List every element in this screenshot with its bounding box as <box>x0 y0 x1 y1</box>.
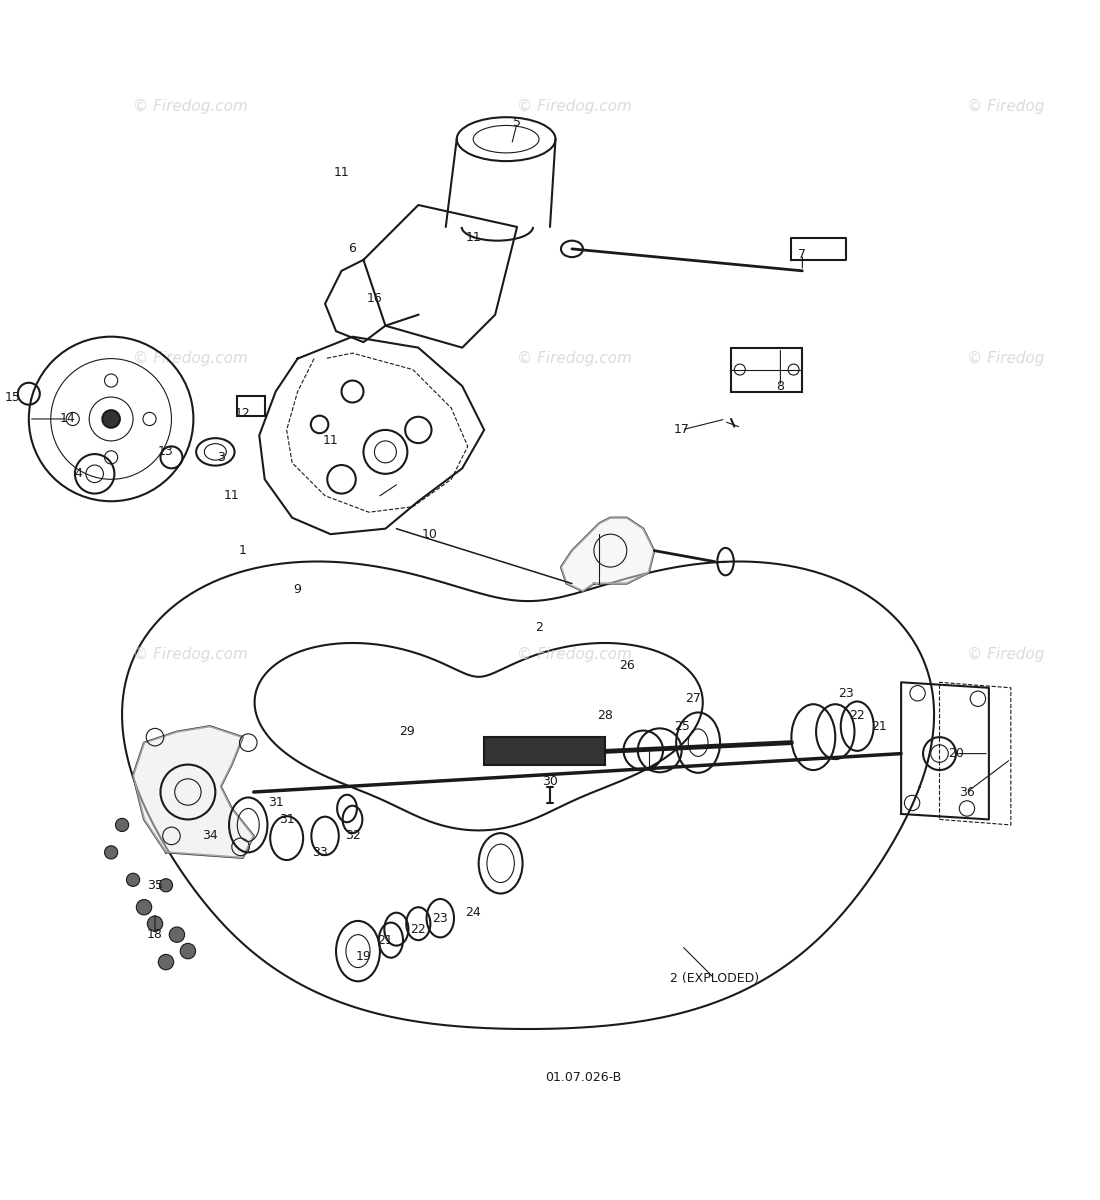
Text: 9: 9 <box>294 582 301 595</box>
Polygon shape <box>133 726 254 858</box>
Text: 22: 22 <box>849 709 865 721</box>
Text: © Firedog.com: © Firedog.com <box>133 98 248 114</box>
Text: 7: 7 <box>799 248 806 260</box>
Text: 2: 2 <box>535 620 543 634</box>
Text: 10: 10 <box>421 528 437 541</box>
Text: © Firedog: © Firedog <box>967 98 1044 114</box>
Text: 31: 31 <box>267 797 284 810</box>
Circle shape <box>102 410 120 427</box>
Text: 11: 11 <box>465 232 481 245</box>
Text: 15: 15 <box>4 390 20 403</box>
Text: © Firedog.com: © Firedog.com <box>133 647 248 662</box>
Circle shape <box>126 874 140 887</box>
Circle shape <box>136 900 152 914</box>
Text: 11: 11 <box>322 434 339 448</box>
Text: 2 (EXPLODED): 2 (EXPLODED) <box>670 972 759 985</box>
Text: 30: 30 <box>542 774 558 787</box>
Circle shape <box>147 916 163 931</box>
Text: 14: 14 <box>59 413 75 426</box>
Text: 31: 31 <box>278 812 295 826</box>
Text: 36: 36 <box>959 786 975 798</box>
Text: 21: 21 <box>871 720 887 733</box>
Text: © Firedog: © Firedog <box>967 647 1044 662</box>
Text: 33: 33 <box>311 846 328 859</box>
Text: 8: 8 <box>777 379 784 392</box>
Text: 17: 17 <box>673 424 690 437</box>
Text: 1: 1 <box>239 544 246 557</box>
Circle shape <box>180 943 196 959</box>
Text: 23: 23 <box>838 686 854 700</box>
Text: 5: 5 <box>513 116 521 130</box>
Text: © Firedog: © Firedog <box>967 352 1044 366</box>
Text: 11: 11 <box>224 490 240 503</box>
Text: 26: 26 <box>619 659 635 672</box>
Text: 19: 19 <box>355 950 372 964</box>
Text: 21: 21 <box>377 934 394 947</box>
Circle shape <box>158 954 174 970</box>
Text: 11: 11 <box>333 166 350 179</box>
Polygon shape <box>561 517 654 592</box>
Circle shape <box>104 846 118 859</box>
Text: 34: 34 <box>202 829 218 842</box>
Text: 01.07.026-B: 01.07.026-B <box>544 1070 622 1084</box>
Text: © Firedog.com: © Firedog.com <box>517 647 632 662</box>
Text: 32: 32 <box>344 829 361 842</box>
Text: 20: 20 <box>948 748 964 760</box>
Text: 4: 4 <box>75 467 82 480</box>
Text: 35: 35 <box>147 878 163 892</box>
Text: 25: 25 <box>673 720 690 733</box>
Text: © Firedog.com: © Firedog.com <box>517 98 632 114</box>
Text: 29: 29 <box>399 725 415 738</box>
FancyBboxPatch shape <box>484 737 605 764</box>
Text: 13: 13 <box>158 445 174 458</box>
Text: 16: 16 <box>366 292 383 305</box>
Circle shape <box>116 818 129 832</box>
Text: 6: 6 <box>349 242 356 256</box>
Circle shape <box>169 926 185 942</box>
Text: 12: 12 <box>235 407 251 420</box>
Circle shape <box>160 878 173 892</box>
Text: 27: 27 <box>684 692 701 706</box>
Text: 22: 22 <box>410 923 426 936</box>
Text: 3: 3 <box>217 451 224 464</box>
Text: 23: 23 <box>432 912 448 925</box>
Text: 24: 24 <box>465 906 481 919</box>
Text: © Firedog.com: © Firedog.com <box>517 352 632 366</box>
Text: © Firedog.com: © Firedog.com <box>133 352 248 366</box>
Text: 28: 28 <box>597 709 613 721</box>
Text: 18: 18 <box>147 928 163 941</box>
